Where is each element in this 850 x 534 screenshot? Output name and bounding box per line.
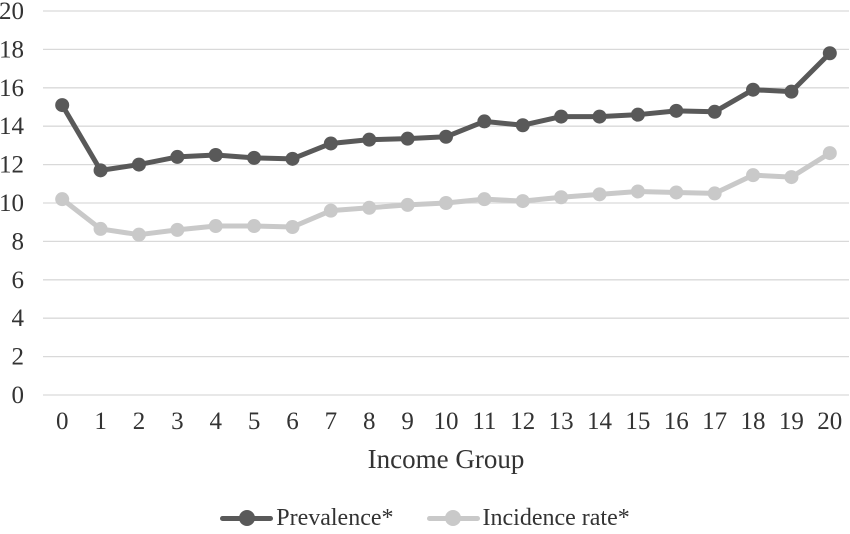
data-point-marker: [285, 151, 300, 166]
series-prevalence: [55, 46, 837, 178]
incidence-line-swatch-icon: [426, 510, 480, 526]
data-point-marker: [55, 192, 70, 207]
x-tick-label: 17: [702, 408, 727, 435]
x-tick-label: 19: [779, 408, 804, 435]
data-point-marker: [669, 185, 684, 200]
data-point-marker: [323, 203, 338, 218]
legend-item-incidence-rate: Incidence rate*: [426, 505, 630, 531]
y-tick-label: 8: [12, 228, 25, 255]
data-point-marker: [439, 196, 453, 210]
data-point-marker: [323, 136, 338, 151]
data-point-marker: [362, 132, 377, 147]
x-tick-label: 9: [401, 408, 414, 435]
y-axis-tick-labels: 0 2 4 6 8 10 12 14 16 18 20: [0, 0, 25, 409]
data-point-marker: [554, 109, 569, 124]
data-point-marker: [400, 131, 415, 146]
x-tick-label: 10: [434, 408, 459, 435]
x-tick-label: 1: [94, 408, 107, 435]
x-tick-label: 4: [209, 408, 222, 435]
data-point-marker: [592, 187, 607, 202]
prevalence-marker-icon: [238, 510, 255, 526]
legend-item-prevalence: Prevalence*: [220, 505, 394, 531]
prevalence-line-swatch-icon: [220, 510, 274, 526]
data-point-marker: [208, 148, 223, 162]
x-tick-label: 8: [363, 408, 376, 435]
data-point-marker: [784, 84, 799, 99]
data-point-marker: [208, 219, 223, 234]
data-point-marker: [822, 146, 837, 161]
data-point-marker: [515, 194, 530, 209]
y-tick-label: 6: [12, 267, 25, 294]
x-tick-label: 2: [133, 408, 146, 435]
data-point-marker: [477, 192, 492, 207]
data-point-marker: [477, 114, 492, 129]
data-point-marker: [93, 221, 108, 236]
y-tick-label: 16: [0, 75, 24, 102]
data-point-marker: [707, 186, 722, 201]
y-tick-label: 2: [12, 344, 25, 371]
x-tick-label: 16: [664, 408, 689, 435]
data-point-marker: [822, 46, 837, 61]
x-tick-label: 6: [286, 408, 299, 435]
y-tick-label: 12: [0, 152, 24, 179]
data-point-marker: [247, 150, 262, 165]
y-tick-label: 18: [0, 36, 24, 63]
x-tick-label: 20: [817, 408, 842, 435]
data-point-marker: [131, 157, 146, 172]
data-point-marker: [400, 197, 415, 212]
x-tick-label: 5: [248, 408, 261, 435]
data-point-marker: [170, 222, 185, 237]
data-point-marker: [285, 220, 300, 234]
x-axis-tick-labels: 0 1 2 3 4 5 6 7 8 9 10 11 12 13 14 15 16 17 18 19 20: [56, 408, 842, 435]
incidence-marker-icon: [445, 510, 462, 526]
x-tick-label: 13: [549, 408, 574, 435]
x-tick-label: 7: [325, 408, 338, 435]
chart-legend: Prevalence* Incidence rate*: [0, 506, 850, 530]
data-point-marker: [439, 129, 453, 144]
data-point-marker: [362, 200, 377, 215]
x-tick-label: 15: [625, 408, 650, 435]
data-point-marker: [630, 107, 645, 122]
y-tick-label: 10: [0, 190, 24, 217]
data-point-marker: [554, 190, 569, 205]
x-tick-label: 18: [741, 408, 766, 435]
x-tick-label: 12: [510, 408, 535, 435]
data-series: [55, 46, 837, 242]
data-point-marker: [669, 103, 684, 118]
data-point-marker: [55, 98, 70, 113]
data-point-marker: [746, 82, 761, 97]
legend-label-prevalence: Prevalence*: [276, 505, 394, 531]
data-point-marker: [707, 104, 722, 119]
data-point-marker: [93, 163, 108, 178]
data-point-marker: [131, 227, 146, 242]
data-point-marker: [247, 219, 262, 234]
x-axis-title: Income Group: [368, 444, 525, 474]
x-tick-label: 11: [472, 408, 496, 435]
series-incidence-rate: [55, 146, 837, 242]
y-tick-label: 20: [0, 0, 24, 25]
data-point-marker: [515, 118, 530, 133]
data-point-marker: [630, 184, 645, 199]
x-tick-label: 14: [587, 408, 613, 435]
data-point-marker: [784, 170, 799, 185]
legend-label-incidence-rate: Incidence rate*: [482, 505, 630, 531]
x-tick-label: 3: [171, 408, 184, 435]
data-point-marker: [170, 149, 185, 164]
y-tick-label: 4: [12, 305, 25, 332]
y-tick-label: 14: [0, 113, 25, 140]
data-point-marker: [592, 109, 607, 124]
x-tick-label: 0: [56, 408, 69, 435]
y-tick-label: 0: [12, 382, 25, 409]
data-point-marker: [746, 168, 761, 183]
